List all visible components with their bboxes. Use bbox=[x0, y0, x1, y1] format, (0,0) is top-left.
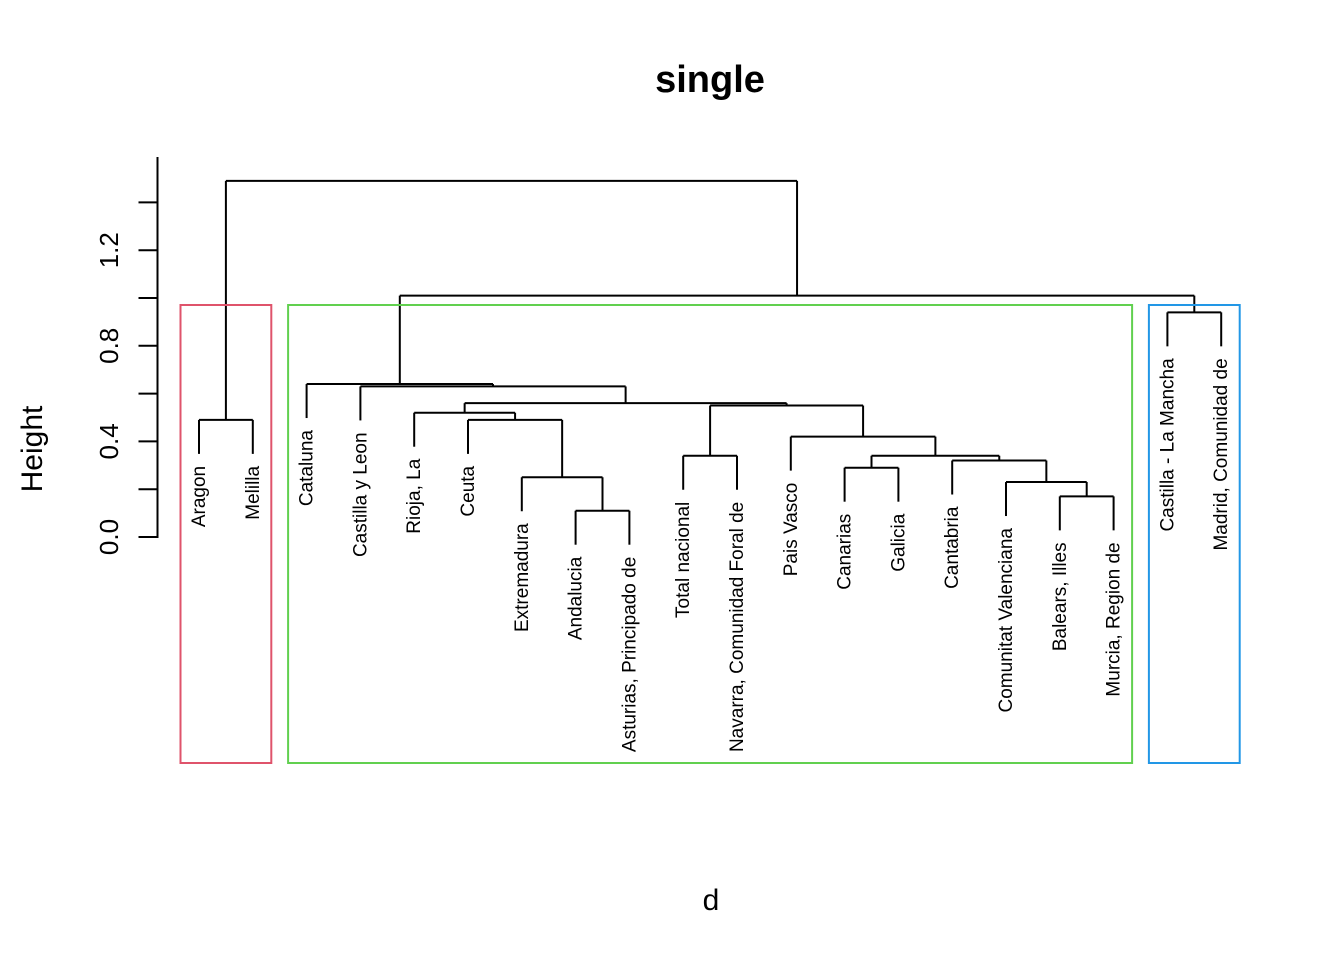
y-axis-label: Height bbox=[16, 405, 49, 492]
leaf-label: Ceuta bbox=[458, 465, 479, 516]
leaf-label: Cataluna bbox=[297, 430, 318, 506]
leaf-label: Madrid, Comunidad de bbox=[1211, 358, 1232, 550]
dendrogram-tree bbox=[198, 179, 1223, 545]
leaf-labels: Aragon Melilla Cataluna Castilla y Leon Rioj… bbox=[189, 358, 1232, 752]
leaf-label: Murcia, Region de bbox=[1104, 542, 1125, 696]
leaf-label: Extremadura bbox=[512, 523, 533, 632]
y-tick-label: 0.0 bbox=[94, 519, 124, 555]
leaf-label: Melilla bbox=[243, 465, 264, 519]
leaf-label: Pais Vasco bbox=[781, 483, 802, 577]
cluster-box-1 bbox=[179, 304, 273, 764]
y-tick-label: 0.4 bbox=[94, 423, 124, 459]
y-tick-label: 0.8 bbox=[94, 328, 124, 364]
leaf-label: Asturias, Principado de bbox=[619, 557, 640, 752]
leaf-label: Cantabria bbox=[942, 506, 963, 589]
leaf-label: Galicia bbox=[888, 513, 909, 572]
leaf-label: Aragon bbox=[189, 466, 210, 527]
plot-title: single bbox=[655, 59, 765, 101]
leaf-label: Castilla y Leon bbox=[350, 432, 371, 557]
leaf-label: Balears, Illes bbox=[1050, 542, 1071, 651]
cluster-boxes bbox=[179, 304, 1241, 764]
leaf-label: Total nacional bbox=[673, 502, 694, 618]
leaf-label: Rioja, La bbox=[404, 458, 425, 533]
leaf-label: Canarias bbox=[835, 514, 856, 590]
cluster-box-3 bbox=[1147, 304, 1241, 764]
y-tick-label: 1.2 bbox=[94, 232, 124, 268]
leaf-label: Navarra, Comunidad Foral de bbox=[727, 502, 748, 752]
cluster-box-2 bbox=[287, 304, 1134, 764]
y-axis: 0.0 0.4 0.8 1.2 bbox=[94, 157, 159, 555]
x-axis-label: d bbox=[703, 884, 720, 917]
leaf-label: Andalucia bbox=[566, 556, 587, 640]
leaf-label: Castilla - La Mancha bbox=[1157, 358, 1178, 532]
leaf-label: Comunitat Valenciana bbox=[996, 528, 1017, 713]
